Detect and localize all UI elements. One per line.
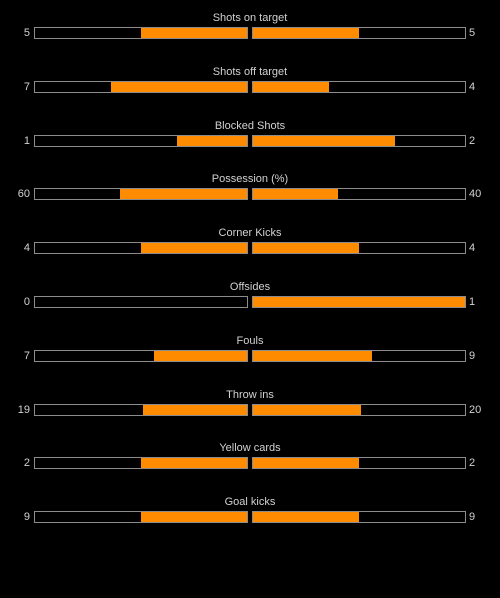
away-bar-fill	[253, 512, 359, 523]
home-value: 0	[23, 295, 30, 308]
stat-label: Shots on target	[212, 12, 288, 24]
home-bar-fill	[143, 404, 247, 415]
home-bar	[34, 403, 248, 416]
away-bar-fill	[253, 350, 372, 361]
home-bar-fill	[141, 28, 247, 38]
away-bar	[252, 242, 466, 255]
away-bar-fill	[253, 243, 359, 254]
home-bar-fill	[120, 189, 247, 200]
home-bar-fill	[141, 512, 247, 523]
away-bar	[252, 511, 466, 524]
stat-row-yellow-cards: Yellow cards 2 2	[0, 430, 500, 484]
home-value: 5	[23, 27, 30, 39]
away-bar	[252, 27, 466, 39]
home-value: 4	[23, 242, 30, 255]
away-value: 20	[469, 403, 482, 416]
away-bar-fill	[253, 458, 359, 469]
away-value: 9	[469, 349, 476, 362]
away-value: 2	[469, 457, 476, 470]
stat-label: Blocked Shots	[214, 119, 286, 132]
home-bar	[34, 80, 248, 93]
home-value: 2	[23, 457, 30, 470]
home-bar	[34, 134, 248, 147]
stat-label: Fouls	[236, 334, 264, 347]
stat-row-throw-ins: Throw ins 19 20	[0, 377, 500, 431]
home-bar	[34, 242, 248, 255]
home-bar-fill	[111, 81, 247, 92]
away-value: 4	[469, 80, 476, 93]
away-bar-fill	[253, 189, 338, 200]
stat-row-fouls: Fouls 7 9	[0, 323, 500, 377]
stat-label: Offsides	[229, 280, 271, 293]
stat-label: Throw ins	[226, 388, 274, 401]
stat-row-shots-on-target: Shots on target 5 5	[0, 0, 500, 54]
stat-label: Possession (%)	[211, 173, 289, 186]
home-bar-fill	[154, 350, 247, 361]
stat-row-corner-kicks: Corner Kicks 4 4	[0, 215, 500, 269]
away-bar	[252, 349, 466, 362]
away-bar	[252, 457, 466, 470]
stat-row-possession: Possession (%) 60 40	[0, 161, 500, 215]
home-value: 60	[17, 188, 30, 201]
home-value: 7	[23, 349, 30, 362]
stat-row-offsides: Offsides 0 1	[0, 269, 500, 323]
home-bar	[34, 27, 248, 39]
away-value: 1	[469, 295, 476, 308]
away-bar-fill	[253, 404, 361, 415]
away-bar	[252, 134, 466, 147]
home-value: 7	[23, 80, 30, 93]
home-bar	[34, 457, 248, 470]
stat-row-goal-kicks: Goal kicks 9 9	[0, 484, 500, 538]
stat-label: Shots off target	[212, 65, 288, 78]
away-bar-fill	[253, 296, 465, 307]
home-bar-fill	[177, 135, 247, 146]
home-value: 9	[23, 511, 30, 524]
away-bar	[252, 295, 466, 308]
home-value: 19	[17, 403, 30, 416]
stat-label: Corner Kicks	[218, 227, 282, 240]
home-bar	[34, 349, 248, 362]
stat-label: Goal kicks	[224, 496, 276, 509]
away-bar-fill	[253, 81, 329, 92]
home-bar	[34, 295, 248, 308]
away-bar	[252, 403, 466, 416]
away-bar-fill	[253, 28, 359, 38]
stat-row-blocked-shots: Blocked Shots 1 2	[0, 108, 500, 162]
home-bar	[34, 188, 248, 201]
away-bar	[252, 188, 466, 201]
away-value: 9	[469, 511, 476, 524]
away-bar	[252, 80, 466, 93]
away-value: 5	[469, 27, 476, 39]
away-value: 4	[469, 242, 476, 255]
home-value: 1	[23, 134, 30, 147]
away-value: 2	[469, 134, 476, 147]
home-bar-fill	[141, 243, 247, 254]
stat-label: Yellow cards	[219, 442, 281, 455]
home-bar	[34, 511, 248, 524]
stat-row-shots-off-target: Shots off target 7 4	[0, 54, 500, 108]
home-bar-fill	[141, 458, 247, 469]
away-bar-fill	[253, 135, 395, 146]
away-value: 40	[469, 188, 482, 201]
